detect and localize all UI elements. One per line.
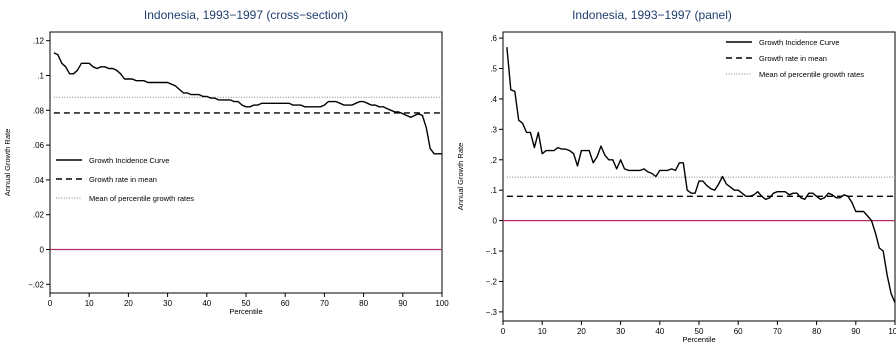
- y-tick-label: −.02: [28, 280, 44, 289]
- legend-label: Mean of percentile growth rates: [89, 194, 194, 203]
- legend-label: Growth rate in mean: [759, 54, 827, 63]
- x-tick-label: 90: [851, 327, 860, 336]
- chart-legend: Growth Incidence Curve Growth rate in mea…: [726, 38, 864, 79]
- growth-incidence-curve: [53, 52, 442, 155]
- x-tick-label: 70: [773, 327, 782, 336]
- chart-legend: Growth Incidence Curve Growth rate in mea…: [56, 156, 194, 203]
- legend-label: Growth rate in mean: [89, 175, 157, 184]
- legend-label: Growth Incidence Curve: [89, 156, 169, 165]
- y-tick-label: .4: [490, 95, 497, 104]
- y-tick-label: .2: [490, 156, 497, 165]
- x-tick-label: 80: [812, 327, 821, 336]
- y-tick-label: .1: [37, 72, 44, 81]
- legend-label: Growth Incidence Curve: [759, 38, 839, 47]
- y-tick-label: 0: [493, 217, 498, 226]
- x-tick-label: 0: [48, 299, 53, 308]
- x-tick-label: 70: [320, 299, 329, 308]
- legend-label: Mean of percentile growth rates: [759, 70, 864, 79]
- x-tick-label: 100: [888, 327, 896, 336]
- x-tick-label: 10: [538, 327, 547, 336]
- y-tick-label: .06: [33, 141, 45, 150]
- x-axis-label: Percentile: [229, 307, 262, 316]
- x-tick-label: 40: [655, 327, 664, 336]
- x-tick-label: 10: [85, 299, 94, 308]
- x-tick-label: 60: [281, 299, 290, 308]
- x-tick-label: 40: [202, 299, 211, 308]
- y-tick-label: −.3: [486, 308, 498, 317]
- x-tick-label: 100: [435, 299, 449, 308]
- x-axis-label: Percentile: [682, 335, 715, 344]
- y-axis-label: Annual Growth Rate: [3, 129, 12, 197]
- x-tick-label: 30: [616, 327, 625, 336]
- x-tick-label: 60: [734, 327, 743, 336]
- y-tick-label: −.2: [486, 277, 498, 286]
- y-tick-label: .1: [490, 186, 497, 195]
- x-tick-label: 20: [577, 327, 586, 336]
- y-tick-label: .12: [33, 37, 45, 46]
- y-tick-label: .6: [490, 34, 497, 43]
- chart-title: Indonesia, 1993−1997 (cross−section): [144, 8, 348, 22]
- x-tick-label: 0: [501, 327, 506, 336]
- growth-incidence-curve: [506, 47, 896, 303]
- chart-panel-2: Indonesia, 1993−1997 (panel) −.3 −.2 −.1 0 .1…: [456, 8, 896, 344]
- x-tick-label: 90: [398, 299, 407, 308]
- x-tick-label: 50: [695, 327, 704, 336]
- chart-panel-1: Indonesia, 1993−1997 (cross−section) −.02…: [3, 8, 449, 316]
- x-tick-label: 20: [124, 299, 133, 308]
- y-tick-label: .04: [33, 176, 45, 185]
- x-tick-label: 50: [242, 299, 251, 308]
- y-axis-label: Annual Growth Rate: [456, 143, 465, 211]
- chart-title: Indonesia, 1993−1997 (panel): [572, 8, 732, 22]
- y-tick-label: .08: [33, 106, 45, 115]
- y-tick-label: .3: [490, 125, 497, 134]
- y-tick-label: .5: [490, 65, 497, 74]
- y-tick-label: 0: [40, 246, 45, 255]
- y-tick-label: −.1: [486, 247, 498, 256]
- x-tick-label: 30: [163, 299, 172, 308]
- y-tick-label: .02: [33, 211, 45, 220]
- x-tick-label: 80: [359, 299, 368, 308]
